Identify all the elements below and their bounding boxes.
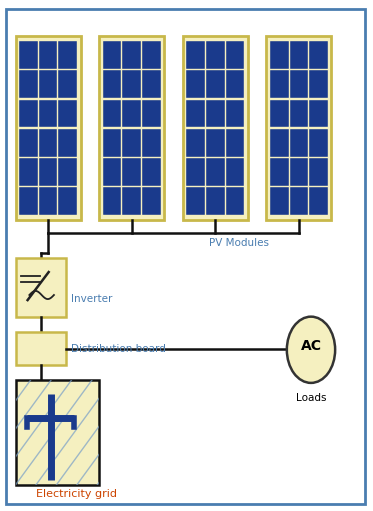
Bar [16, 258, 66, 317]
Bar [226, 129, 244, 157]
Bar [226, 71, 244, 98]
Bar [206, 71, 225, 98]
Bar [270, 100, 289, 127]
Circle shape [287, 317, 335, 383]
Bar [206, 158, 225, 186]
Bar [103, 129, 121, 157]
Bar [59, 100, 77, 127]
Bar [289, 158, 308, 186]
Bar [270, 41, 289, 69]
Bar [206, 100, 225, 127]
Bar [19, 158, 38, 186]
Bar [206, 129, 225, 157]
Bar [289, 100, 308, 127]
Bar [270, 158, 289, 186]
Bar [186, 41, 205, 69]
Bar [19, 187, 38, 215]
Text: AC: AC [301, 339, 322, 353]
Text: Distribution board: Distribution board [71, 343, 166, 354]
Bar [142, 129, 161, 157]
Bar [142, 41, 161, 69]
Bar [186, 187, 205, 215]
Bar [142, 187, 161, 215]
Bar [226, 100, 244, 127]
Bar [59, 129, 77, 157]
Text: Electricity grid: Electricity grid [37, 489, 117, 499]
Bar [19, 129, 38, 157]
Bar [39, 158, 57, 186]
Bar [226, 158, 244, 186]
Bar [122, 71, 141, 98]
Bar [122, 129, 141, 157]
Bar [16, 380, 99, 485]
Bar [289, 187, 308, 215]
Bar [309, 71, 328, 98]
Bar [289, 71, 308, 98]
Bar [103, 187, 121, 215]
Bar [309, 129, 328, 157]
Bar [16, 36, 81, 220]
Bar [59, 158, 77, 186]
Bar [309, 100, 328, 127]
Bar [270, 129, 289, 157]
Bar [309, 187, 328, 215]
Bar [122, 100, 141, 127]
Bar [309, 158, 328, 186]
Bar [39, 41, 57, 69]
Bar [142, 71, 161, 98]
Text: Loads: Loads [296, 393, 326, 403]
Bar [186, 71, 205, 98]
Bar [16, 380, 99, 485]
Text: PV Modules: PV Modules [209, 238, 269, 248]
Bar [186, 129, 205, 157]
Bar [289, 129, 308, 157]
Bar [226, 41, 244, 69]
Bar [39, 129, 57, 157]
Bar [206, 187, 225, 215]
Bar [186, 158, 205, 186]
Bar [103, 100, 121, 127]
Bar [270, 71, 289, 98]
Bar [122, 41, 141, 69]
Bar [19, 41, 38, 69]
Bar [289, 41, 308, 69]
Bar [39, 100, 57, 127]
Bar [122, 158, 141, 186]
Bar [142, 158, 161, 186]
Bar [270, 187, 289, 215]
Bar [183, 36, 248, 220]
Bar [59, 41, 77, 69]
Bar [99, 36, 164, 220]
Bar [19, 100, 38, 127]
Bar [103, 71, 121, 98]
Bar [206, 41, 225, 69]
Bar [103, 158, 121, 186]
Bar [19, 71, 38, 98]
Bar [226, 187, 244, 215]
Bar [266, 36, 332, 220]
Bar [122, 187, 141, 215]
Text: Inverter: Inverter [71, 294, 113, 304]
Bar [16, 332, 66, 365]
Bar [142, 100, 161, 127]
Bar [186, 100, 205, 127]
Bar [59, 71, 77, 98]
Bar [103, 41, 121, 69]
Bar [309, 41, 328, 69]
Bar [39, 187, 57, 215]
Bar [59, 187, 77, 215]
Bar [39, 71, 57, 98]
